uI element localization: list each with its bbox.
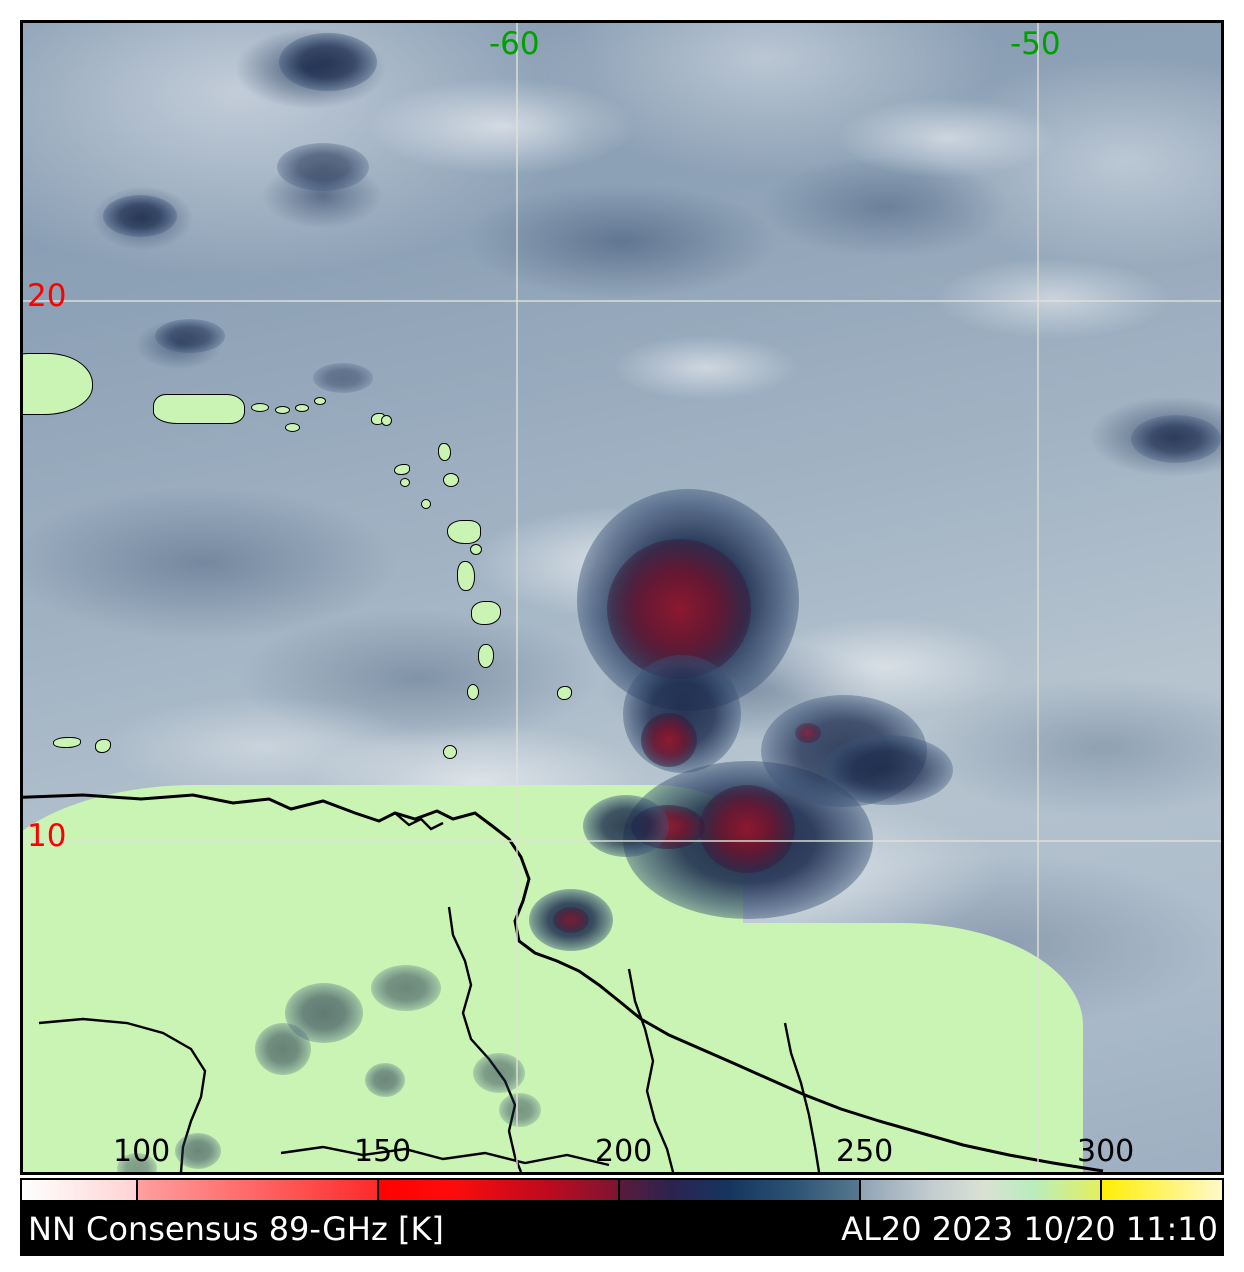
land-island-dot: [275, 406, 290, 414]
colorbar-tick-250: 250: [836, 1134, 894, 1169]
land-island-antigua: [443, 473, 459, 487]
convective-core-south-tail: [583, 795, 669, 857]
rainband-east-hot: [795, 723, 821, 743]
convective-core-north-ext-hot: [641, 713, 697, 767]
land-island-dominica: [457, 561, 475, 591]
map-canvas[interactable]: -60 -50 20 10 100 150 200 250 300: [23, 23, 1221, 1172]
land-island-dot: [314, 397, 326, 405]
ocean-cloud-blob: [155, 319, 225, 353]
ocean-cloud-blob: [1131, 415, 1221, 463]
land-vieques: [251, 403, 269, 412]
ocean-cloud-blob: [279, 33, 377, 91]
inland-convection: [499, 1093, 541, 1127]
land-trinidad: [427, 813, 475, 841]
map-frame[interactable]: -60 -50 20 10 100 150 200 250 300: [20, 20, 1224, 1175]
lat-label-10: 10: [27, 818, 67, 854]
colorbar-segment-4: [859, 1180, 1100, 1200]
colorbar-divider: [136, 1180, 138, 1200]
land-island-stmartin: [381, 415, 392, 426]
coastal-convection-hot: [553, 907, 589, 933]
colorbar-tick-200: 200: [595, 1134, 653, 1169]
colorbar-divider: [618, 1180, 620, 1200]
gridline-lon-50: [1037, 23, 1039, 1172]
land-paria-peninsula: [299, 793, 367, 815]
lat-label-20: 20: [27, 278, 67, 314]
rainband-east-2: [823, 735, 953, 805]
land-island-martinique: [471, 601, 501, 625]
product-title: NN Consensus 89-GHz [K]: [28, 1210, 444, 1248]
land-island-barbuda: [438, 443, 451, 461]
land-island-bonaire: [95, 739, 111, 753]
colorbar-tick-150: 150: [354, 1134, 412, 1169]
gridline-lat-20: [23, 300, 1221, 302]
convective-core-south-hot: [699, 785, 795, 873]
gridline-lat-10: [23, 840, 1221, 842]
land-island-dot: [285, 423, 300, 432]
lon-label-minus60: -60: [489, 26, 540, 62]
storm-timestamp: AL20 2023 10/20 11:10: [841, 1210, 1218, 1248]
land-island-stkitts: [394, 464, 410, 475]
colorbar-wrap: [20, 1178, 1224, 1202]
colorbar-segment-3: [618, 1180, 859, 1200]
ocean-cloud-blob: [277, 143, 369, 191]
colorbar-divider: [859, 1180, 861, 1200]
land-puerto-rico: [153, 394, 245, 424]
colorbar-tick-300: 300: [1077, 1134, 1135, 1169]
land-island-grenada: [443, 745, 457, 759]
ocean-cloud-blob: [103, 195, 177, 237]
land-island-dot: [295, 404, 309, 412]
land-island-guadeloupe: [447, 520, 481, 544]
inland-convection: [371, 965, 441, 1011]
inland-convection: [255, 1023, 311, 1075]
land-island-stlucia: [478, 644, 494, 668]
lon-label-minus50: -50: [1010, 26, 1061, 62]
land-island-nevis: [400, 478, 410, 487]
land-island-curacao: [53, 737, 81, 748]
colorbar-divider: [377, 1180, 379, 1200]
colorbar-tick-100: 100: [113, 1134, 171, 1169]
land-island-barbados: [557, 686, 572, 700]
colorbar-segment-1: [136, 1180, 377, 1200]
colorbar-segment-5: [1100, 1180, 1222, 1200]
land-island-mariegalante: [470, 544, 482, 555]
inland-convection: [175, 1133, 221, 1169]
colorbar[interactable]: [20, 1178, 1224, 1202]
colorbar-segment-2: [377, 1180, 618, 1200]
inland-convection: [117, 1153, 157, 1172]
land-island-montserrat: [421, 499, 431, 509]
land-island-stvincent: [467, 684, 479, 700]
colorbar-segment-0: [22, 1180, 136, 1200]
footer-bar: NN Consensus 89-GHz [K] AL20 2023 10/20 …: [20, 1202, 1224, 1256]
colorbar-divider: [1100, 1180, 1102, 1200]
inland-convection: [365, 1063, 405, 1097]
gridline-lon-60: [516, 23, 518, 1172]
ocean-cloud-blob: [313, 363, 373, 393]
